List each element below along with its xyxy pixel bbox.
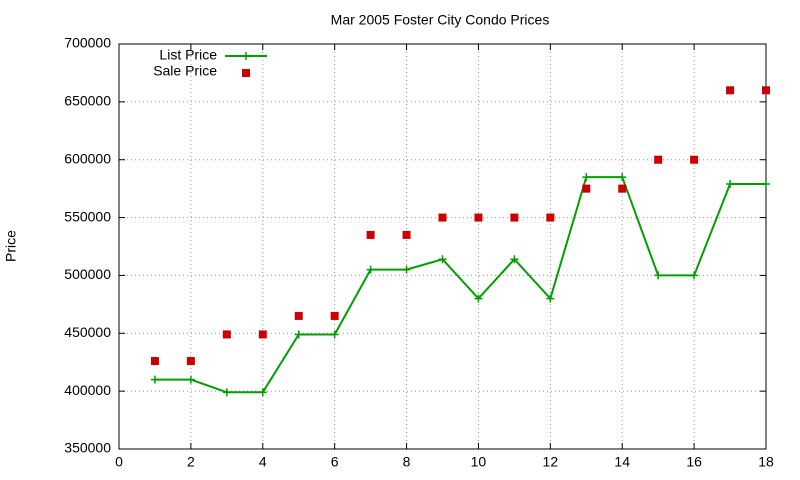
x-tick-label: 4: [259, 454, 267, 470]
x-tick-label: 18: [758, 454, 774, 470]
y-tick-label: 450000: [64, 324, 111, 340]
x-tick-label: 0: [115, 454, 123, 470]
data-point: [582, 184, 591, 193]
data-point: [582, 173, 591, 182]
data-point: [366, 265, 375, 274]
data-point: [762, 180, 770, 189]
data-point: [402, 230, 411, 239]
x-tick-label: 2: [187, 454, 195, 470]
x-tick-label: 10: [471, 454, 487, 470]
data-point: [186, 357, 195, 366]
data-point: [618, 173, 627, 182]
data-point: [726, 180, 735, 189]
data-point: [654, 271, 663, 280]
data-point: [762, 86, 770, 95]
y-tick-label: 700000: [64, 35, 111, 51]
x-tick-label: 8: [403, 454, 411, 470]
y-tick-label: 550000: [64, 208, 111, 224]
y-axis-label: Price: [3, 230, 19, 262]
data-point: [690, 155, 699, 164]
x-tick-label: 6: [331, 454, 339, 470]
chart-title: Mar 2005 Foster City Condo Prices: [331, 12, 550, 28]
y-tick-label: 600000: [64, 150, 111, 166]
y-tick-label: 500000: [64, 266, 111, 282]
y-tick-label: 350000: [64, 440, 111, 456]
x-tick-label: 16: [686, 454, 702, 470]
data-point: [438, 213, 447, 222]
data-point: [294, 330, 303, 339]
data-point: [510, 255, 519, 264]
data-point: [258, 330, 267, 339]
plot-frame: [118, 43, 767, 450]
data-point: [330, 311, 339, 320]
data-point: [330, 330, 339, 339]
y-tick-label: 400000: [64, 382, 111, 398]
series-line: [154, 176, 766, 394]
data-point: [510, 213, 519, 222]
data-point: [150, 375, 159, 384]
data-point: [546, 213, 555, 222]
y-tick-label: 650000: [64, 93, 111, 109]
data-point: [438, 255, 447, 264]
legend-label: Sale Price: [153, 63, 217, 79]
data-point: [618, 184, 627, 193]
data-point: [222, 330, 231, 339]
data-point: [474, 294, 483, 303]
data-point: [150, 357, 159, 366]
legend-marker: [242, 52, 250, 60]
data-point: [186, 375, 195, 384]
x-tick-label: 12: [543, 454, 559, 470]
data-point: [726, 86, 735, 95]
data-point: [654, 155, 663, 164]
data-point: [294, 311, 303, 320]
data-point: [366, 230, 375, 239]
legend-label: List Price: [159, 47, 217, 63]
data-point: [222, 388, 231, 397]
data-point: [690, 271, 699, 280]
legend-marker: [242, 69, 250, 77]
x-tick-label: 14: [614, 454, 630, 470]
data-point: [258, 388, 267, 397]
data-point: [546, 294, 555, 303]
data-point: [474, 213, 483, 222]
data-point: [402, 265, 411, 274]
